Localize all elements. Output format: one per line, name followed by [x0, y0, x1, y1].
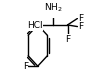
Text: NH$_2$: NH$_2$ [43, 2, 62, 14]
Text: F: F [64, 35, 69, 44]
Text: F: F [78, 14, 83, 23]
Text: HCl: HCl [26, 21, 42, 30]
Text: F: F [78, 22, 83, 31]
Text: F: F [23, 62, 28, 71]
